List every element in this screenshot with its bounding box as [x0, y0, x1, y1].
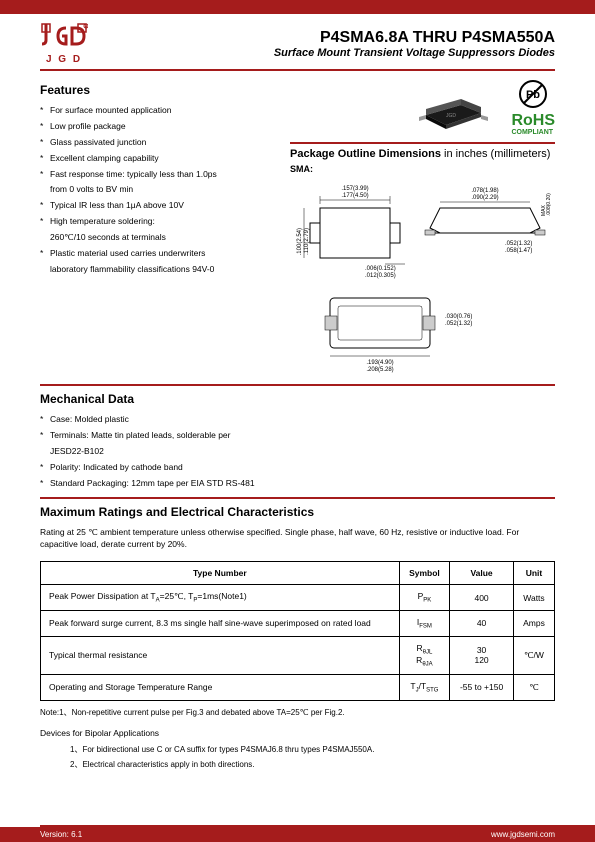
- feature-list: For surface mounted application Low profi…: [40, 105, 270, 276]
- table-cell: -55 to +150: [450, 674, 514, 700]
- device-note-1: 1、For bidirectional use C or CA suffix f…: [70, 744, 555, 755]
- th-value: Value: [450, 562, 514, 585]
- th-unit: Unit: [513, 562, 554, 585]
- dim-bot-lead2: .052(1.32): [445, 321, 472, 327]
- dim-bot-w1: .193(4.90): [366, 360, 393, 366]
- feature-item: Glass passivated junction: [40, 137, 270, 149]
- package-title: Package Outline Dimensions in inches (mi…: [290, 142, 555, 160]
- mech-divider: [40, 384, 555, 386]
- compliance-badges: Pb RoHS COMPLIANT: [511, 79, 555, 136]
- pkg-title-light: in inches (millimeters): [441, 148, 550, 160]
- mechanical-item: Polarity: Indicated by cathode band: [40, 462, 555, 474]
- jgd-logo-icon: R: [40, 22, 88, 52]
- table-cell: Operating and Storage Temperature Range: [41, 674, 400, 700]
- features-title: Features: [40, 83, 270, 97]
- mechanical-title: Mechanical Data: [40, 392, 555, 406]
- pkg-title-bold: Package Outline Dimensions: [290, 148, 441, 160]
- dim-left-h2: .110(2.79): [304, 228, 310, 255]
- table-cell: 40: [450, 610, 514, 636]
- dim-lead1: .006(0.152): [365, 266, 396, 272]
- svg-text:JGD: JGD: [446, 113, 456, 119]
- sma-label: SMA:: [290, 164, 555, 174]
- mechanical-item: Case: Molded plastic: [40, 414, 555, 426]
- table-cell: IFSM: [399, 610, 450, 636]
- ratings-section: Maximum Ratings and Electrical Character…: [0, 497, 595, 769]
- dim-left-h1: .100(2.54): [297, 228, 303, 255]
- feature-item: 260℃/10 seconds at terminals: [40, 232, 270, 244]
- dim-right2: .058(1.47): [505, 248, 532, 254]
- top-red-bar: [0, 0, 595, 14]
- rohs-text: RoHS: [511, 113, 555, 129]
- table-cell: PPK: [399, 585, 450, 611]
- ratings-title: Maximum Ratings and Electrical Character…: [40, 505, 555, 519]
- mechanical-item: Terminals: Matte tin plated leads, solde…: [40, 430, 555, 442]
- dim-bot-w2: .208(5.28): [366, 367, 393, 373]
- table-cell: Typical thermal resistance: [41, 636, 400, 674]
- table-cell: ℃/W: [513, 636, 554, 674]
- table-cell: Peak Power Dissipation at TA=25℃, TP=1ms…: [41, 585, 400, 611]
- title-block: P4SMA6.8A THRU P4SMA550A Surface Mount T…: [274, 29, 555, 59]
- rohs-badge: RoHS COMPLIANT: [511, 113, 555, 136]
- table-cell: Watts: [513, 585, 554, 611]
- table-cell: Amps: [513, 610, 554, 636]
- logo-text: J G D: [46, 54, 82, 65]
- package-column: JGD Pb RoHS COMPLIANT Package Outline Di…: [290, 79, 555, 380]
- features-column: Features For surface mounted application…: [40, 79, 270, 380]
- version-label: Version: 6.1: [40, 830, 82, 839]
- table-row: Peak Power Dissipation at TA=25℃, TP=1ms…: [41, 585, 555, 611]
- dim-side-h2: .090(2.29): [471, 195, 498, 201]
- ratings-table: Type Number Symbol Value Unit Peak Power…: [40, 561, 555, 700]
- table-cell: RθJLRθJA: [399, 636, 450, 674]
- ratings-divider: [40, 497, 555, 499]
- dim-right1: .052(1.32): [505, 241, 532, 247]
- table-header-row: Type Number Symbol Value Unit: [41, 562, 555, 585]
- note-1: Note:1、Non-repetitive current pulse per …: [40, 707, 555, 718]
- devices-title: Devices for Bipolar Applications: [40, 728, 555, 738]
- feature-item: Excellent clamping capability: [40, 153, 270, 165]
- dim-max2: MAX: [541, 205, 547, 217]
- th-type: Type Number: [41, 562, 400, 585]
- feature-item: Typical IR less than 1μA above 10V: [40, 200, 270, 212]
- page-title: P4SMA6.8A THRU P4SMA550A: [274, 29, 555, 47]
- table-cell: Peak forward surge current, 8.3 ms singl…: [41, 610, 400, 636]
- feature-item: from 0 volts to BV min: [40, 184, 270, 196]
- chip-package-icon: JGD: [411, 85, 491, 130]
- feature-item: For surface mounted application: [40, 105, 270, 117]
- table-cell: 400: [450, 585, 514, 611]
- feature-item: High temperature soldering:: [40, 216, 270, 228]
- mechanical-list: Case: Molded plastic Terminals: Matte tin…: [40, 414, 555, 489]
- dim-lead2: .012(0.305): [365, 273, 396, 279]
- rohs-sub: COMPLIANT: [511, 129, 555, 136]
- th-symbol: Symbol: [399, 562, 450, 585]
- feature-item: Fast response time: typically less than …: [40, 169, 270, 181]
- dim-side-h1: .078(1.98): [471, 188, 498, 194]
- feature-item: laboratory flammability classifications …: [40, 264, 270, 276]
- table-row: Peak forward surge current, 8.3 ms singl…: [41, 610, 555, 636]
- pb-free-icon: Pb: [518, 79, 548, 109]
- table-cell: ℃: [513, 674, 554, 700]
- mechanical-item: JESD22-B102: [40, 446, 555, 458]
- footer-bar: Version: 6.1 www.jgdsemi.com: [0, 827, 595, 842]
- logo: R J G D: [40, 22, 88, 65]
- ratings-intro: Rating at 25 ℃ ambient temperature unles…: [40, 527, 555, 551]
- table-row: Typical thermal resistanceRθJLRθJA30120℃…: [41, 636, 555, 674]
- table-cell: 30120: [450, 636, 514, 674]
- feature-item: Plastic material used carries underwrite…: [40, 248, 270, 260]
- feature-item: Low profile package: [40, 121, 270, 133]
- mechanical-section: Mechanical Data Case: Molded plastic Term…: [0, 384, 595, 489]
- footer-url: www.jgdsemi.com: [491, 830, 555, 839]
- table-cell: TJ/TSTG: [399, 674, 450, 700]
- mechanical-item: Standard Packaging: 12mm tape per EIA ST…: [40, 478, 555, 490]
- dim-top-w1: .157(3.99): [341, 186, 368, 192]
- header: R J G D P4SMA6.8A THRU P4SMA550A Surface…: [0, 14, 595, 69]
- table-row: Operating and Storage Temperature RangeT…: [41, 674, 555, 700]
- dim-top-w2: .177(4.50): [341, 193, 368, 199]
- page-subtitle: Surface Mount Transient Voltage Suppress…: [274, 47, 555, 59]
- dim-bot-lead1: .030(0.76): [445, 314, 472, 320]
- device-note-2: 2、Electrical characteristics apply in bo…: [70, 759, 555, 770]
- footer: Version: 6.1 www.jgdsemi.com: [0, 825, 595, 842]
- package-diagram: .157(3.99) .177(4.50) .100(2.54) .110(2.…: [290, 178, 555, 378]
